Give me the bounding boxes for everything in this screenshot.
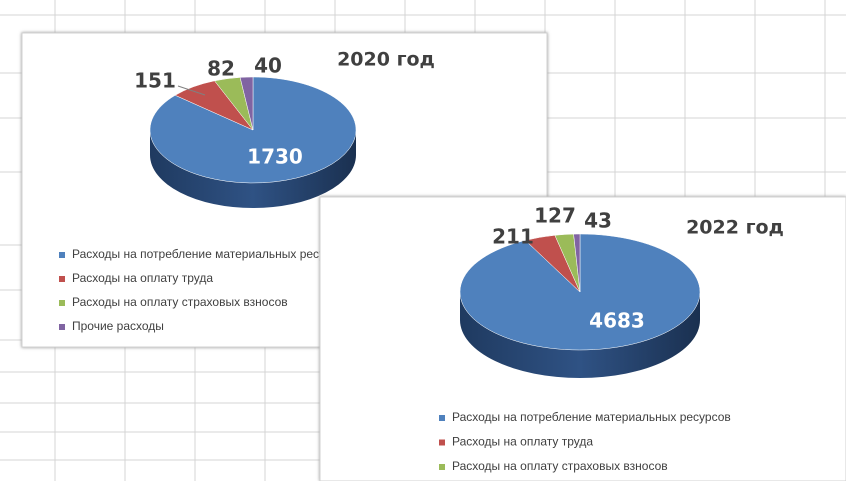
pie-side (150, 130, 356, 208)
legend-marker (59, 252, 65, 258)
data-label: 127 (534, 204, 576, 228)
chart-title: 2022 год (686, 217, 784, 239)
pie-side (460, 292, 700, 378)
data-label: 151 (134, 69, 176, 93)
data-label: 4683 (589, 309, 645, 333)
legend-label: Расходы на оплату труда (452, 435, 593, 449)
data-label: 82 (207, 57, 235, 81)
pie-slice (573, 233, 581, 293)
legend-label: Прочие расходы (72, 319, 164, 333)
legend-label: Расходы на потребление материальных ресу… (452, 410, 731, 424)
legend-marker (439, 439, 445, 446)
legend-label: Расходы на оплату страховых взносов (452, 459, 668, 473)
data-label: 1730 (247, 145, 303, 169)
data-label: 40 (254, 54, 282, 78)
legend-marker (59, 324, 65, 330)
data-label: 211 (492, 225, 534, 249)
legend-marker (59, 276, 65, 282)
legend-marker (59, 300, 65, 306)
chart: 1730 151 82 40 2020 год Расходы на потреблени… (21, 32, 548, 348)
legend-marker (439, 415, 445, 421)
legend-label: Расходы на оплату труда (72, 271, 213, 285)
legend-marker (439, 464, 445, 470)
leader-line (177, 85, 206, 96)
data-label: 43 (584, 209, 612, 233)
legend-label: Расходы на потребление материальных ресу… (72, 247, 351, 261)
legend-label: Расходы на оплату страховых взносов (72, 295, 288, 309)
pie-slice (239, 76, 254, 131)
chart-title: 2020 год (337, 49, 435, 71)
